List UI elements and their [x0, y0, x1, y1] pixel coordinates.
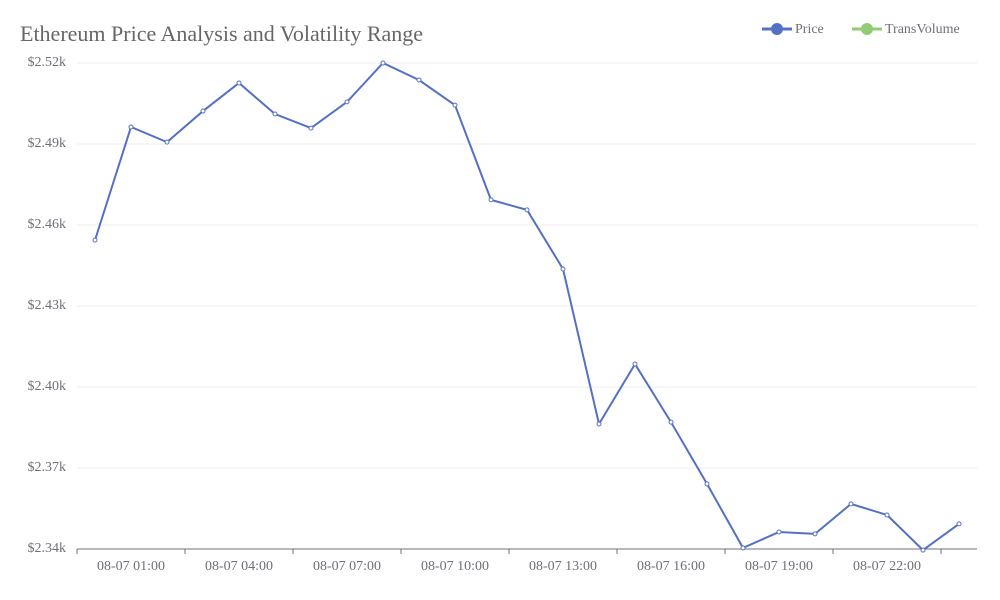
- y-tick-label: $2.46k: [28, 217, 67, 232]
- data-point: [380, 60, 386, 66]
- x-tick-label: 08-07 01:00: [97, 559, 165, 574]
- data-point: [164, 139, 170, 145]
- data-point: [308, 125, 314, 131]
- chart-title: Ethereum Price Analysis and Volatility R…: [20, 21, 423, 46]
- data-point: [200, 108, 206, 114]
- price-line: [94, 61, 960, 552]
- x-tick-label: 08-07 04:00: [205, 559, 273, 574]
- y-tick-label: $2.49k: [28, 136, 67, 151]
- data-point: [524, 207, 530, 213]
- x-tick-label: 08-07 16:00: [637, 559, 705, 574]
- legend-marker: [771, 23, 783, 35]
- x-tick-label: 08-07 13:00: [529, 559, 597, 574]
- legend-marker: [861, 23, 873, 35]
- data-point: [812, 531, 818, 537]
- data-point: [956, 521, 962, 527]
- x-tick-label: 08-07 07:00: [313, 559, 381, 574]
- x-tick-label: 08-07 19:00: [745, 559, 813, 574]
- data-point: [236, 80, 242, 86]
- data-point: [128, 124, 134, 130]
- data-point: [344, 99, 350, 105]
- data-point: [92, 237, 98, 243]
- y-tick-label: $2.43k: [28, 298, 67, 313]
- data-point: [596, 421, 602, 427]
- y-tick-label: $2.40k: [28, 379, 67, 394]
- data-point: [488, 197, 494, 203]
- data-point: [452, 102, 458, 108]
- data-point: [884, 512, 890, 518]
- data-point: [848, 501, 854, 507]
- data-point: [704, 481, 710, 487]
- x-tick-label: 08-07 10:00: [421, 559, 489, 574]
- legend-label: TransVolume: [885, 22, 960, 37]
- data-point: [416, 77, 422, 83]
- legend-label: Price: [795, 22, 824, 37]
- data-point: [272, 111, 278, 117]
- data-point: [740, 545, 746, 551]
- data-point: [632, 361, 638, 367]
- data-point: [560, 266, 566, 272]
- data-point: [668, 419, 674, 425]
- data-point: [920, 547, 926, 553]
- data-point: [776, 529, 782, 535]
- x-tick-label: 08-07 22:00: [853, 559, 921, 574]
- y-tick-label: $2.34k: [28, 541, 67, 556]
- y-tick-label: $2.52k: [28, 55, 67, 70]
- y-tick-label: $2.37k: [28, 460, 67, 475]
